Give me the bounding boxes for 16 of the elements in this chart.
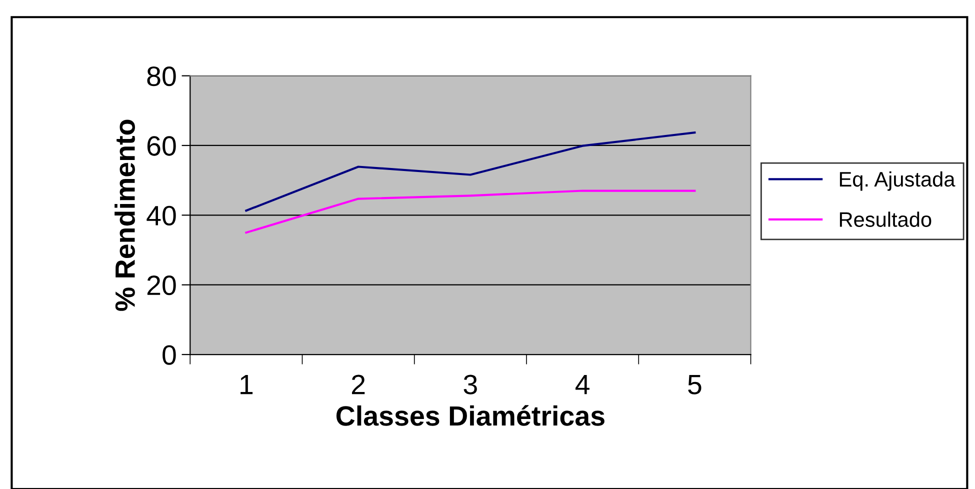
y-tick-label: 60	[147, 136, 176, 156]
x-tick-label: 2	[352, 374, 365, 394]
y-tick-label: 40	[146, 206, 176, 226]
x-axis-title: Classes Diamétricas	[336, 405, 604, 426]
x-tick-label: 5	[688, 374, 702, 394]
x-tick-label: 1	[240, 374, 253, 394]
line-series	[245, 132, 696, 212]
legend-label: Resultado	[840, 212, 932, 227]
y-tick-label: 20	[147, 276, 176, 296]
x-tick-label: 4	[575, 374, 590, 394]
y-tick-label: 80	[147, 66, 176, 86]
y-tick-label: 0	[162, 345, 176, 365]
x-tick-label: 3	[464, 374, 477, 394]
legend-label: Eq. Ajustada	[840, 171, 956, 191]
y-axis-title: % Rendimento	[114, 120, 135, 311]
line-series	[245, 190, 696, 234]
